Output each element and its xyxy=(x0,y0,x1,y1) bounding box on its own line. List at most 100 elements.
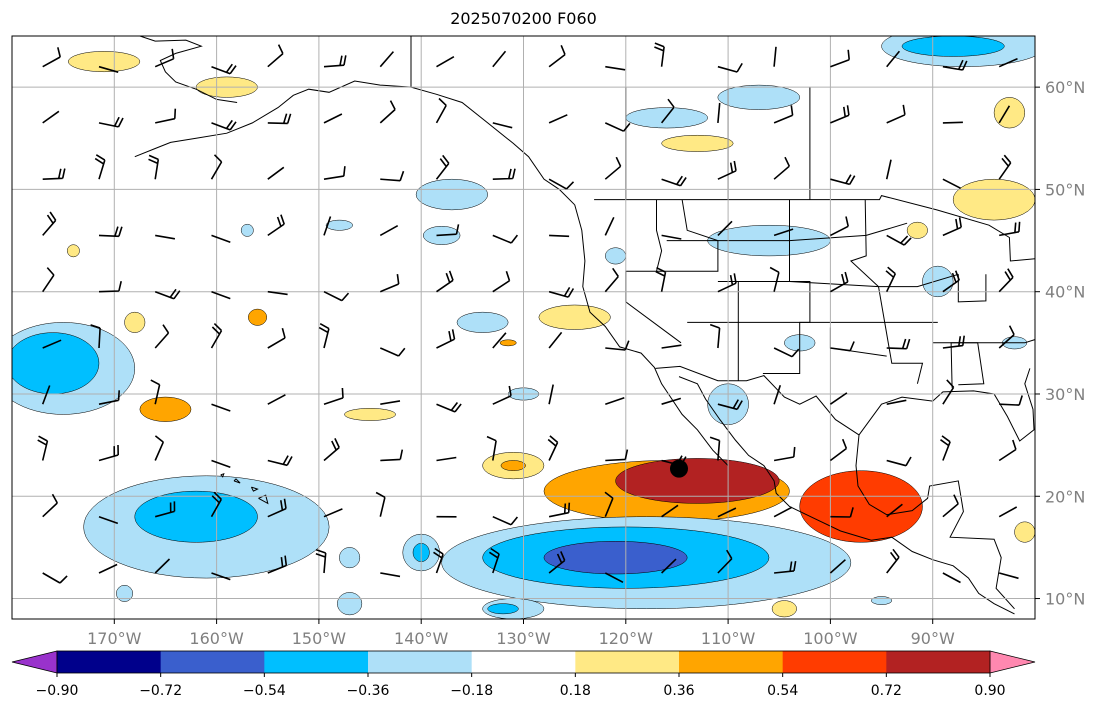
wind-barb xyxy=(709,436,721,461)
colorbar-frame xyxy=(56,650,991,674)
negative-anomaly-region xyxy=(487,603,519,615)
wind-barb xyxy=(998,325,1015,349)
negative-anomaly-region xyxy=(415,178,488,211)
map-title: 2025070200 F060 xyxy=(450,9,597,28)
negative-anomaly-region xyxy=(134,490,258,543)
wind-barb xyxy=(436,329,456,349)
marker-layer xyxy=(669,459,688,478)
wind-barb xyxy=(154,558,171,574)
wind-barb xyxy=(829,438,848,462)
wind-barb xyxy=(655,266,667,292)
colorbar-extend-low xyxy=(11,650,58,674)
wind-barb xyxy=(211,290,231,300)
wind-barb xyxy=(661,344,682,349)
wind-barb xyxy=(942,335,965,349)
location-marker xyxy=(669,459,688,478)
wind-barb xyxy=(42,47,61,68)
wind-barb xyxy=(436,402,462,413)
wind-barb xyxy=(379,100,396,124)
wind-barb xyxy=(42,211,57,236)
positive-anomaly-region xyxy=(66,244,80,258)
wind-barb xyxy=(548,286,575,298)
colorbar-segment xyxy=(160,651,265,673)
positive-anomaly-region xyxy=(538,304,611,330)
wind-barb xyxy=(773,105,794,124)
wind-barb xyxy=(773,347,800,358)
positive-anomaly-region xyxy=(906,221,928,239)
wind-barb xyxy=(604,216,615,236)
wind-barb xyxy=(886,503,903,518)
wind-barb xyxy=(154,288,181,300)
positive-anomaly-region xyxy=(124,311,146,333)
wind-barb xyxy=(42,493,59,518)
wind-barb xyxy=(379,51,395,68)
wind-barb xyxy=(211,572,231,581)
wind-barb xyxy=(717,399,743,411)
wind-barb xyxy=(436,224,460,237)
wind-barb xyxy=(885,266,897,293)
wind-barb xyxy=(98,444,119,462)
wind-barb xyxy=(211,403,231,412)
wind-barb xyxy=(773,228,794,237)
wind-barb xyxy=(492,168,516,180)
grid-lines xyxy=(12,36,1035,619)
wind-barb xyxy=(42,572,68,584)
wind-barb xyxy=(211,459,231,468)
negative-anomaly-region xyxy=(337,592,363,616)
wind-barb xyxy=(830,507,854,518)
coastline-path xyxy=(139,36,238,103)
wind-barb xyxy=(210,491,222,518)
wind-barb xyxy=(436,56,455,68)
wind-barb xyxy=(492,122,513,129)
wind-barb xyxy=(548,44,566,68)
negative-anomaly-region xyxy=(456,311,509,333)
wind-barb xyxy=(154,48,175,68)
wind-barb xyxy=(154,435,165,461)
wind-barb xyxy=(211,234,231,244)
wind-barb xyxy=(605,65,626,71)
wind-barb xyxy=(886,50,901,68)
wind-barb xyxy=(267,290,288,296)
wind-barb xyxy=(998,439,1017,462)
coastline-path xyxy=(594,195,1035,262)
wind-barb xyxy=(267,498,287,518)
colorbar-label: −0.36 xyxy=(347,683,390,699)
colorbar-label: 0.54 xyxy=(767,683,798,699)
wind-barb xyxy=(267,214,285,237)
colorbar-segment xyxy=(782,651,887,673)
wind-barb xyxy=(486,435,497,461)
coastline-path xyxy=(574,204,729,466)
wind-barb xyxy=(942,572,961,584)
coastline-path xyxy=(233,478,241,484)
wind-barb xyxy=(604,267,619,293)
wind-barb xyxy=(717,273,737,293)
lat-tick-label: 60°N xyxy=(1045,78,1085,97)
wind-barb xyxy=(98,65,119,73)
wind-barb xyxy=(942,270,960,293)
positive-anomaly-region xyxy=(248,308,267,326)
wind-barb xyxy=(210,154,223,180)
wind-barb xyxy=(267,394,286,405)
wind-barb xyxy=(830,105,850,124)
longitude-axis: 170°W 160°W 150°W 140°W 130°W 120°W 110°W 100°W… xyxy=(87,619,955,648)
lon-tick-label: 120°W xyxy=(599,629,654,648)
wind-barb xyxy=(998,572,1019,580)
wind-barb xyxy=(942,178,962,190)
wind-barb xyxy=(942,494,959,518)
wind-barb xyxy=(154,501,176,518)
wind-barb xyxy=(717,507,737,518)
wind-barb xyxy=(773,506,793,518)
wind-barb xyxy=(717,62,743,73)
wind-barb xyxy=(773,384,782,405)
wind-barb xyxy=(380,400,401,405)
wind-barb xyxy=(318,323,330,349)
lon-tick-label: 110°W xyxy=(701,629,756,648)
wind-barb xyxy=(940,435,951,461)
wind-barb xyxy=(94,154,106,180)
wind-barb xyxy=(942,379,955,405)
negative-anomaly-region xyxy=(605,247,627,265)
wind-barb xyxy=(830,341,855,352)
positive-anomaly-region xyxy=(952,178,1035,221)
wind-barb xyxy=(492,234,519,244)
wind-barb xyxy=(717,102,721,123)
